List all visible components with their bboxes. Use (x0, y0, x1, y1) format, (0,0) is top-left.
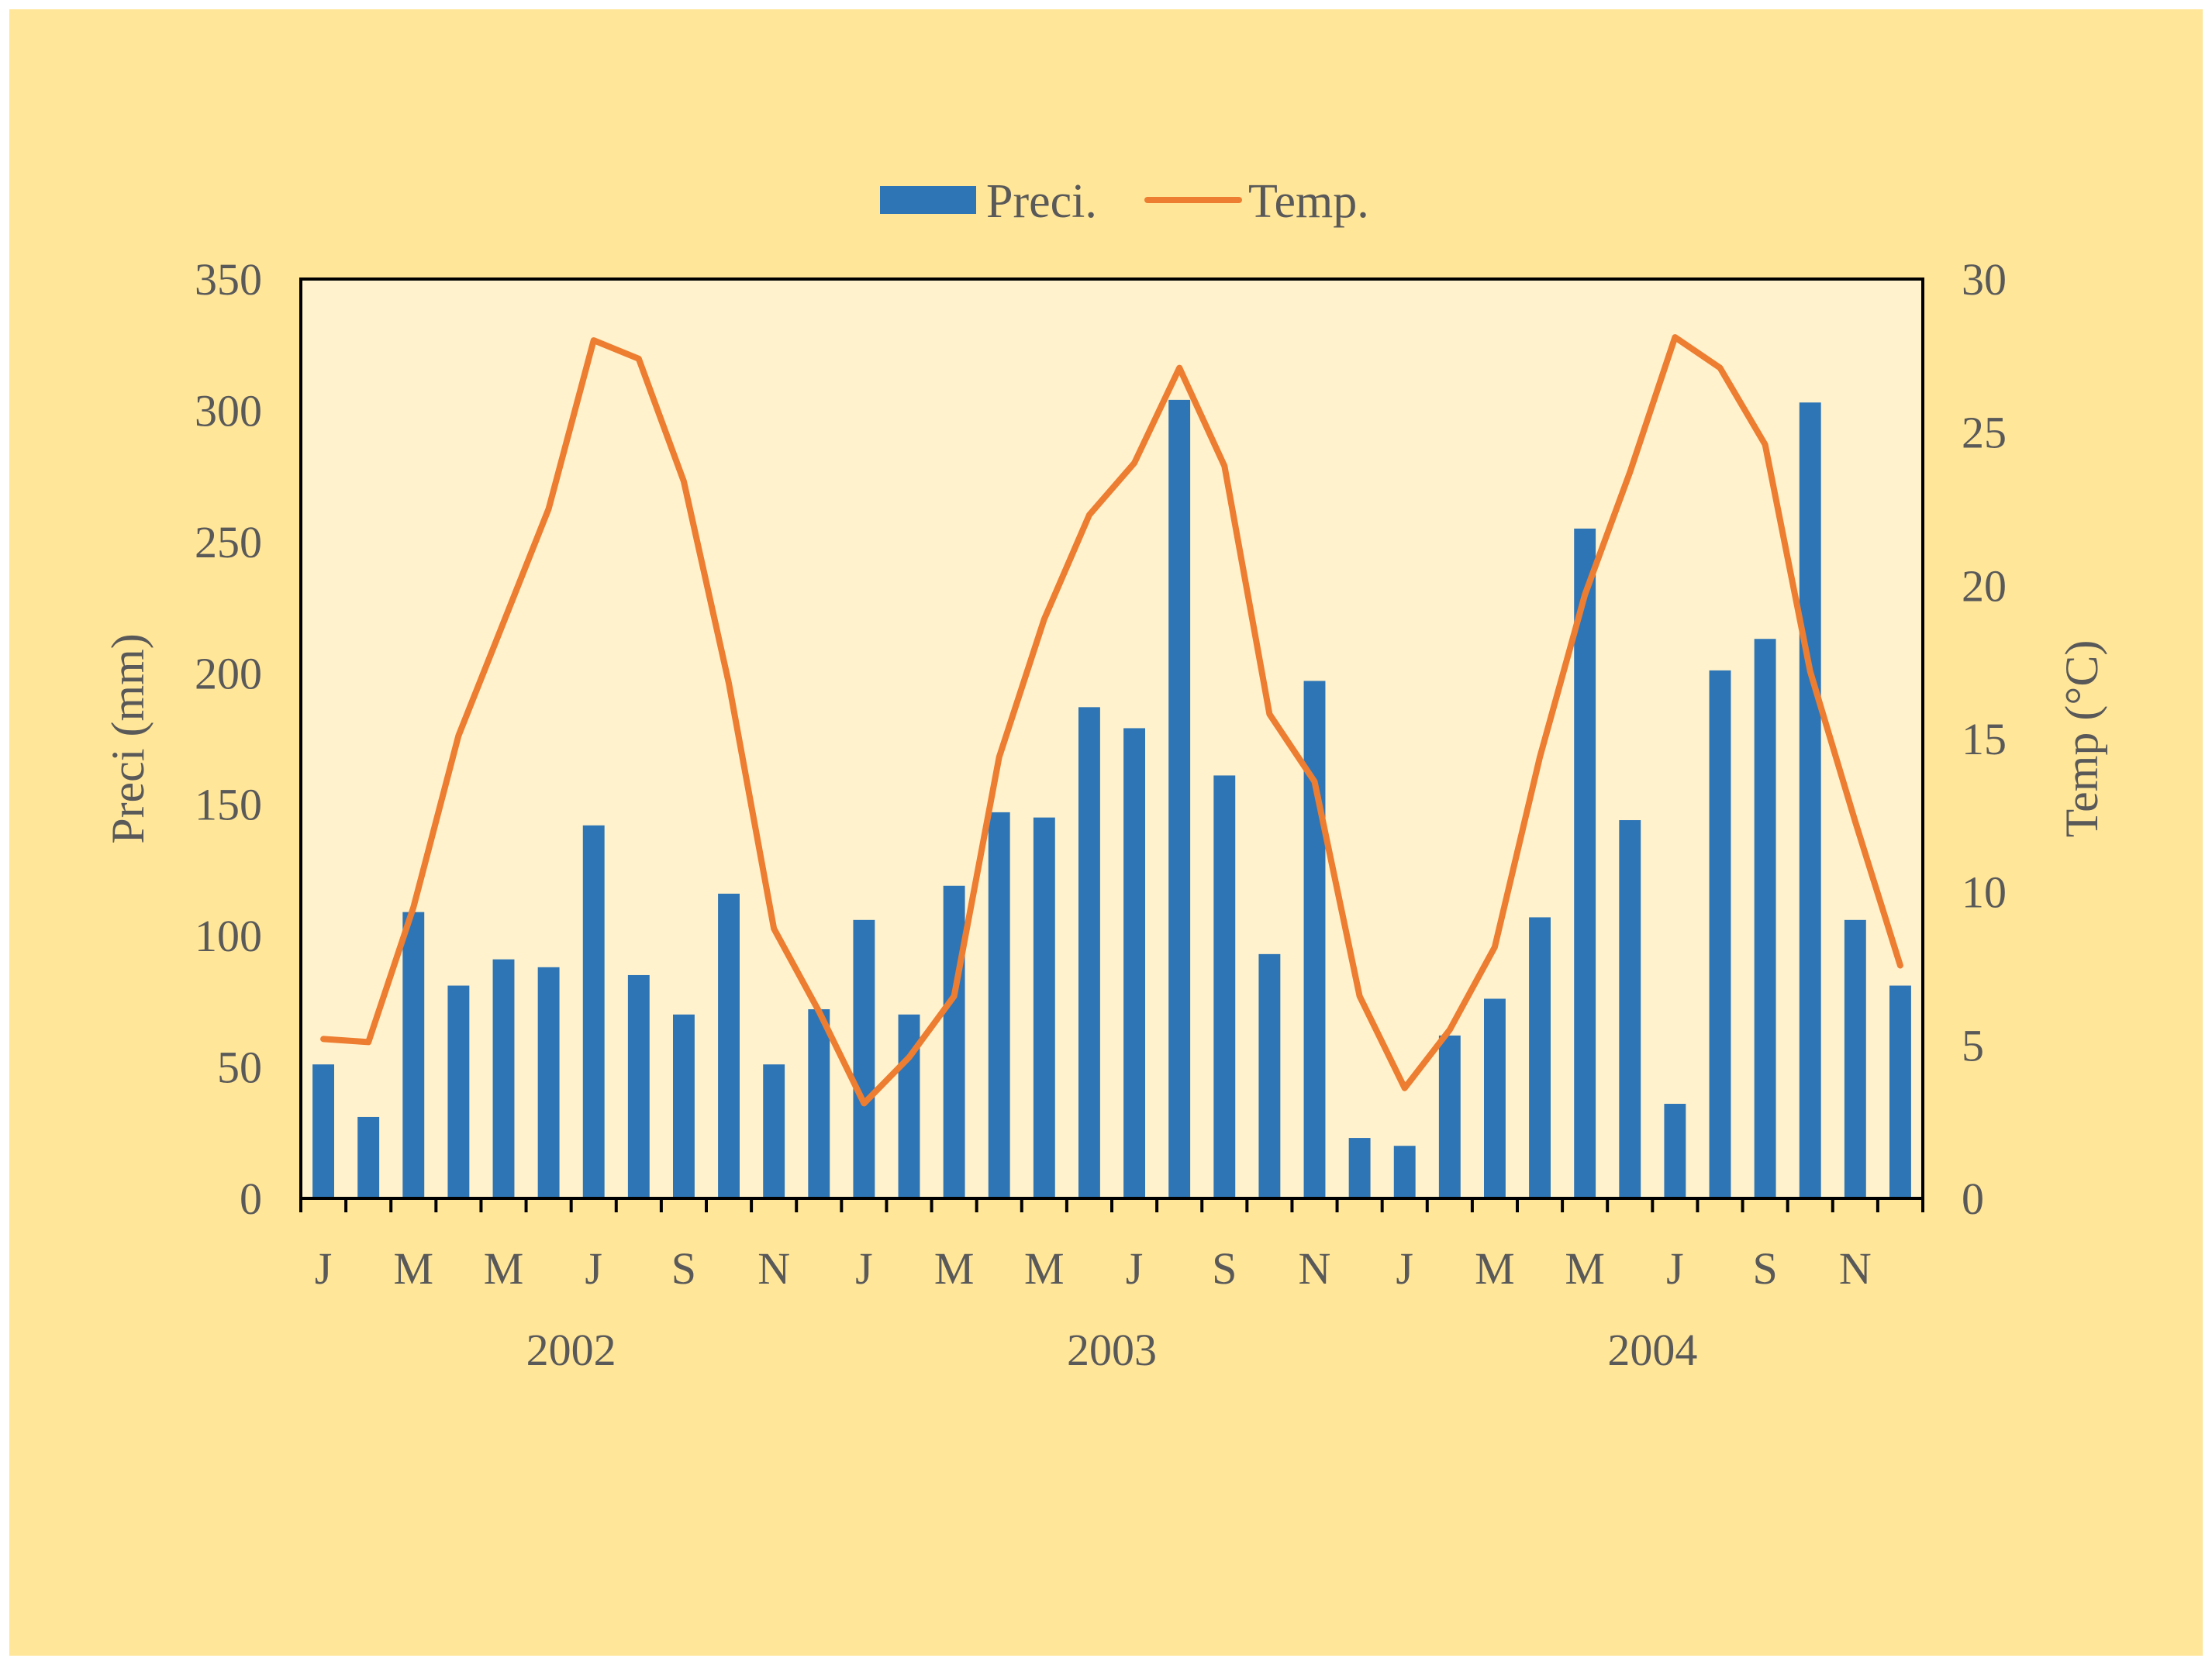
line-series-temp (320, 334, 1903, 1107)
y2-tick-label-30: 30 (1962, 254, 2007, 305)
bar-preci-9 (672, 1014, 695, 1198)
bar-preci-25 (1393, 1146, 1416, 1198)
bar-preci-8 (627, 974, 650, 1198)
y-tick-label-100: 100 (195, 911, 262, 961)
bar-preci-2 (357, 1116, 380, 1198)
y2-tick-label-20: 20 (1962, 560, 2007, 611)
x-tick-label-17: M (1024, 1243, 1065, 1294)
y-axis-title: Preci (mm) (102, 633, 154, 844)
x-tick-label-5: M (484, 1243, 524, 1294)
x-tick-label-13: J (855, 1243, 873, 1294)
bar-preci-20 (1168, 399, 1191, 1198)
legend-swatch-preci (880, 186, 976, 214)
bar-preci-31 (1664, 1104, 1686, 1198)
x-tick-label-1: J (315, 1243, 333, 1294)
x-tick-label-11: N (757, 1243, 790, 1294)
bar-preci-12 (808, 1009, 830, 1198)
x-tick-label-25: J (1396, 1243, 1413, 1294)
bar-preci-11 (763, 1064, 785, 1198)
y-tick-label-300: 300 (195, 385, 262, 436)
bar-preci-1 (312, 1064, 335, 1198)
x-tick-label-7: J (585, 1243, 602, 1294)
bar-preci-5 (492, 959, 515, 1198)
year-label-2004: 2004 (1607, 1325, 1697, 1375)
bar-preci-24 (1348, 1138, 1371, 1198)
y2-tick-label-5: 5 (1962, 1020, 1984, 1070)
y-tick-label-350: 350 (195, 254, 262, 305)
legend: Preci. Temp. (880, 175, 1369, 228)
bar-preci-30 (1619, 820, 1641, 1198)
x-tick-label-31: J (1666, 1243, 1684, 1294)
bar-preci-29 (1574, 528, 1596, 1198)
bar-preci-13 (853, 919, 875, 1198)
bar-preci-18 (1078, 707, 1100, 1198)
y2-axis-title: Temp (°C) (2056, 640, 2107, 838)
bar-preci-3 (402, 912, 425, 1198)
right-axis-ticks: 0 5 10 15 20 25 30 (1962, 254, 2007, 1224)
bar-preci-15 (943, 885, 965, 1198)
left-axis-ticks: 0 50 100 150 200 250 300 350 (195, 254, 262, 1224)
bar-preci-17 (1033, 817, 1055, 1198)
y-tick-label-250: 250 (195, 517, 262, 567)
x-tick-label-27: M (1475, 1243, 1515, 1294)
bar-preci-32 (1709, 670, 1731, 1198)
y-tick-label-200: 200 (195, 648, 262, 698)
x-tick-label-3: M (393, 1243, 433, 1294)
bar-preci-28 (1529, 917, 1551, 1198)
y-tick-label-150: 150 (195, 780, 262, 830)
y2-tick-label-25: 25 (1962, 408, 2007, 458)
year-label-2003: 2003 (1067, 1325, 1157, 1375)
bar-preci-16 (988, 812, 1010, 1198)
bar-preci-36 (1889, 985, 1911, 1198)
x-tick-label-23: N (1299, 1243, 1331, 1294)
year-group-labels: 2002 2003 2004 (526, 1325, 1698, 1375)
x-tick-label-35: N (1839, 1243, 1872, 1294)
x-tick-label-33: S (1752, 1243, 1777, 1294)
legend-label-temp: Temp. (1248, 175, 1369, 228)
bar-preci-35 (1844, 919, 1866, 1198)
x-tick-label-19: J (1126, 1243, 1144, 1294)
bar-preci-10 (718, 893, 740, 1198)
year-label-2002: 2002 (526, 1325, 616, 1375)
bar-preci-4 (447, 985, 470, 1198)
bar-preci-7 (582, 825, 605, 1198)
bar-preci-33 (1754, 639, 1776, 1198)
y-tick-label-0: 0 (240, 1174, 262, 1224)
bar-preci-21 (1213, 775, 1236, 1198)
bar-preci-26 (1438, 1035, 1461, 1198)
x-tick-label-21: S (1212, 1243, 1237, 1294)
bar-preci-22 (1258, 953, 1281, 1198)
bar-preci-27 (1483, 998, 1506, 1198)
bar-preci-19 (1123, 728, 1146, 1198)
bar-preci-34 (1799, 402, 1821, 1198)
bar-preci-23 (1303, 681, 1326, 1198)
x-tick-label-9: S (671, 1243, 696, 1294)
x-tick-label-29: M (1565, 1243, 1605, 1294)
legend-label-preci: Preci. (986, 175, 1097, 228)
x-tick-label-15: M (934, 1243, 975, 1294)
bar-series-preci (312, 399, 1911, 1198)
y2-tick-label-15: 15 (1962, 714, 2007, 764)
bar-preci-6 (537, 967, 560, 1198)
y-tick-label-50: 50 (217, 1043, 262, 1093)
y2-tick-label-10: 10 (1962, 867, 2007, 918)
line-temp (320, 334, 1903, 1107)
y2-tick-label-0: 0 (1962, 1174, 1984, 1224)
